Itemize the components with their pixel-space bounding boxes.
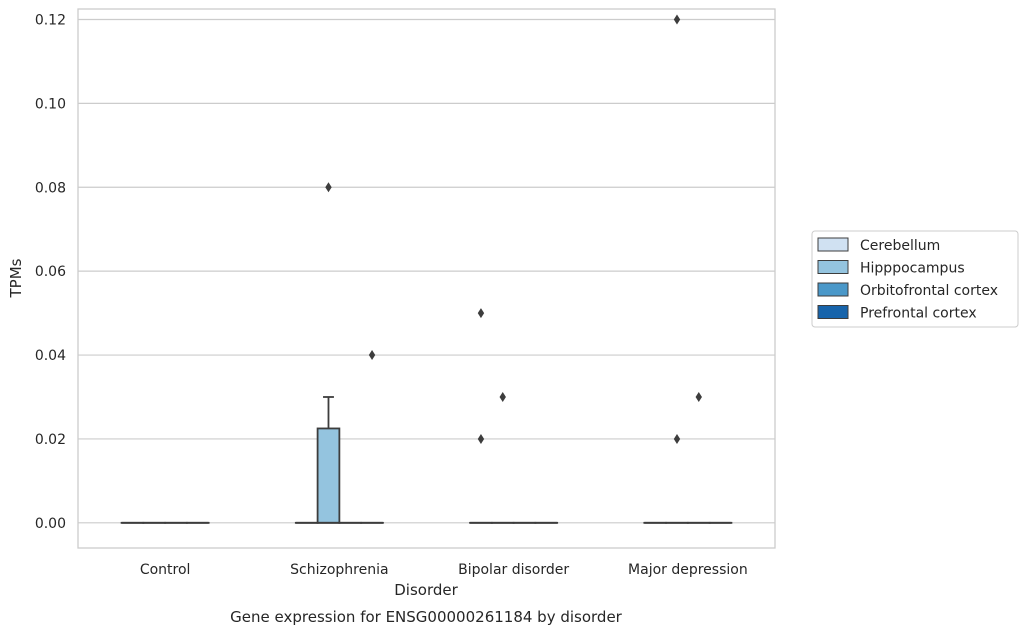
outlier-point — [369, 350, 375, 360]
outlier-point — [500, 392, 506, 402]
y-tick-label: 0.12 — [35, 12, 66, 28]
x-axis-title: Disorder — [394, 581, 458, 599]
grid-layer — [78, 19, 775, 522]
box-layer — [122, 14, 732, 522]
outlier-point — [674, 434, 680, 444]
box-group — [492, 392, 514, 523]
y-tick-label: 0.06 — [35, 264, 66, 280]
legend-swatch — [818, 283, 848, 296]
legend-swatch — [818, 238, 848, 251]
legend-label: Hipppocampus — [860, 261, 965, 277]
legend-label: Cerebellum — [860, 238, 940, 254]
x-tick-label: Schizophrenia — [290, 562, 388, 578]
x-tick-labels: Control Schizophrenia Bipolar disorder Majo… — [140, 562, 748, 578]
y-tick-labels: 0.00 0.02 0.04 0.06 0.08 0.10 0.12 — [35, 12, 66, 531]
legend-label: Prefrontal cortex — [860, 306, 977, 322]
outlier-point — [325, 182, 331, 192]
y-tick-label: 0.02 — [35, 432, 66, 448]
x-tick-label: Major depression — [628, 562, 748, 578]
legend-swatch — [818, 306, 848, 319]
legend-label: Orbitofrontal cortex — [860, 283, 998, 299]
legend: Cerebellum Hipppocampus Orbitofrontal cort… — [812, 231, 1018, 327]
y-tick-label: 0.08 — [35, 180, 66, 196]
box-group — [666, 14, 688, 522]
box-group — [470, 308, 492, 523]
y-tick-label: 0.04 — [35, 348, 66, 364]
y-axis-title: TPMs — [7, 258, 25, 298]
outlier-point — [478, 434, 484, 444]
box-group — [688, 392, 710, 523]
outlier-point — [478, 308, 484, 318]
y-tick-label: 0.00 — [35, 516, 66, 532]
chart-caption: Gene expression for ENSG00000261184 by d… — [230, 608, 623, 626]
y-tick-label: 0.10 — [35, 96, 66, 112]
x-tick-label: Control — [140, 562, 191, 578]
box-group — [361, 350, 383, 523]
box — [318, 428, 340, 522]
box-group — [318, 182, 340, 523]
outlier-point — [674, 14, 680, 24]
x-tick-label: Bipolar disorder — [458, 562, 569, 578]
legend-swatch — [818, 261, 848, 274]
outlier-point — [696, 392, 702, 402]
plot-frame — [78, 9, 775, 548]
